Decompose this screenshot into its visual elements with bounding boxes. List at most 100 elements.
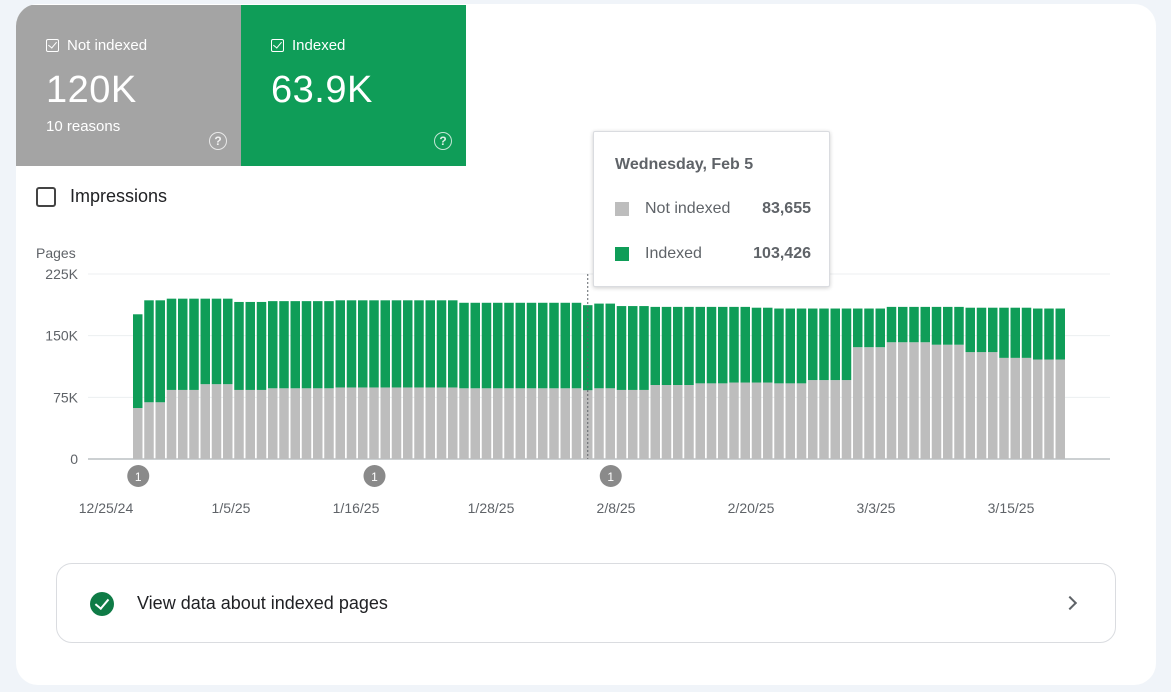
bar-not-indexed[interactable] — [335, 387, 346, 459]
bar-not-indexed[interactable] — [706, 383, 717, 459]
bar-indexed[interactable] — [290, 301, 301, 389]
bar-not-indexed[interactable] — [538, 388, 548, 459]
bar-not-indexed[interactable] — [560, 388, 571, 459]
bar-indexed[interactable] — [999, 307, 1009, 358]
bar-indexed[interactable] — [830, 308, 841, 381]
bar-indexed[interactable] — [436, 300, 447, 388]
bar-not-indexed[interactable] — [268, 388, 278, 459]
bar-not-indexed[interactable] — [245, 389, 256, 459]
bar-group[interactable] — [279, 301, 289, 459]
bar-not-indexed[interactable] — [526, 388, 537, 459]
bar-group[interactable] — [189, 298, 199, 459]
bar-group[interactable] — [436, 300, 447, 459]
bar-group[interactable] — [133, 314, 143, 459]
bar-not-indexed[interactable] — [189, 389, 199, 459]
bar-not-indexed[interactable] — [459, 388, 469, 459]
bar-group[interactable] — [695, 306, 706, 459]
bar-not-indexed[interactable] — [1044, 359, 1054, 459]
bar-not-indexed[interactable] — [504, 388, 514, 459]
bar-group[interactable] — [785, 308, 796, 459]
bar-indexed[interactable] — [301, 301, 312, 389]
bar-indexed[interactable] — [211, 298, 222, 385]
bar-group[interactable] — [549, 302, 559, 459]
bar-indexed[interactable] — [785, 308, 796, 384]
view-indexed-pages-link[interactable]: View data about indexed pages — [56, 563, 1116, 643]
bar-group[interactable] — [335, 300, 346, 459]
bar-group[interactable] — [684, 306, 694, 459]
bar-not-indexed[interactable] — [133, 408, 143, 459]
bar-not-indexed[interactable] — [796, 383, 807, 459]
bar-group[interactable] — [504, 302, 514, 459]
bar-indexed[interactable] — [808, 308, 818, 381]
bar-not-indexed[interactable] — [594, 388, 604, 459]
bar-indexed[interactable] — [628, 306, 638, 390]
bar-group[interactable] — [898, 306, 908, 459]
bar-not-indexed[interactable] — [943, 344, 953, 459]
bar-group[interactable] — [1044, 308, 1054, 459]
bar-not-indexed[interactable] — [808, 380, 818, 459]
help-icon[interactable]: ? — [209, 132, 227, 150]
bar-group[interactable] — [571, 302, 582, 459]
bar-group[interactable] — [639, 306, 649, 459]
bar-group[interactable] — [729, 306, 739, 459]
bar-not-indexed[interactable] — [830, 380, 841, 459]
bar-indexed[interactable] — [571, 302, 582, 389]
bar-indexed[interactable] — [841, 308, 852, 381]
checkbox-checked-icon[interactable] — [46, 39, 59, 52]
bar-indexed[interactable] — [718, 306, 728, 384]
bar-indexed[interactable] — [796, 308, 807, 384]
bar-group[interactable] — [920, 306, 931, 459]
bar-not-indexed[interactable] — [166, 389, 177, 459]
bar-group[interactable] — [459, 302, 469, 459]
bar-group[interactable] — [706, 306, 717, 459]
bar-not-indexed[interactable] — [841, 380, 852, 459]
bar-not-indexed[interactable] — [571, 388, 582, 459]
bar-indexed[interactable] — [920, 306, 931, 343]
bar-indexed[interactable] — [234, 301, 244, 390]
bar-indexed[interactable] — [178, 298, 188, 390]
bar-not-indexed[interactable] — [819, 380, 829, 459]
bar-group[interactable] — [493, 302, 503, 459]
bar-not-indexed[interactable] — [1033, 359, 1043, 459]
bar-indexed[interactable] — [380, 300, 391, 388]
bar-not-indexed[interactable] — [718, 383, 728, 459]
bar-indexed[interactable] — [223, 298, 233, 385]
bar-group[interactable] — [864, 308, 874, 459]
bar-indexed[interactable] — [684, 306, 694, 385]
bar-not-indexed[interactable] — [369, 387, 379, 459]
bar-indexed[interactable] — [864, 308, 874, 348]
bar-indexed[interactable] — [515, 302, 526, 389]
bar-indexed[interactable] — [358, 300, 368, 388]
bar-group[interactable] — [740, 306, 751, 459]
bar-group[interactable] — [425, 300, 436, 459]
bar-not-indexed[interactable] — [414, 387, 424, 459]
bar-group[interactable] — [718, 306, 728, 459]
pages-chart[interactable]: Pages 225K 150K 75K 0 1 1 1 12/25/24 1/5/25 1/1… — [16, 234, 1156, 524]
bar-group[interactable] — [324, 301, 334, 459]
indexed-tile[interactable]: Indexed 63.9K ? — [241, 5, 466, 166]
bar-not-indexed[interactable] — [616, 389, 627, 459]
bar-group[interactable] — [909, 306, 919, 459]
bar-indexed[interactable] — [448, 300, 458, 388]
bar-indexed[interactable] — [605, 303, 616, 389]
bar-not-indexed[interactable] — [223, 384, 233, 459]
bar-not-indexed[interactable] — [954, 344, 964, 459]
bar-group[interactable] — [673, 306, 683, 459]
bar-not-indexed[interactable] — [605, 388, 616, 459]
bar-group[interactable] — [954, 306, 964, 459]
bar-group[interactable] — [943, 306, 953, 459]
bar-not-indexed[interactable] — [763, 382, 773, 459]
bar-not-indexed[interactable] — [875, 347, 886, 459]
bar-indexed[interactable] — [560, 302, 571, 389]
bar-not-indexed[interactable] — [470, 388, 481, 459]
bar-not-indexed[interactable] — [583, 390, 593, 459]
bar-not-indexed[interactable] — [661, 385, 672, 459]
bar-indexed[interactable] — [403, 300, 413, 388]
bar-not-indexed[interactable] — [988, 352, 998, 459]
bar-indexed[interactable] — [391, 300, 402, 388]
bar-not-indexed[interactable] — [425, 387, 436, 459]
bar-indexed[interactable] — [1010, 307, 1021, 358]
bar-not-indexed[interactable] — [673, 385, 683, 459]
bar-indexed[interactable] — [144, 300, 154, 403]
bar-group[interactable] — [808, 308, 818, 459]
